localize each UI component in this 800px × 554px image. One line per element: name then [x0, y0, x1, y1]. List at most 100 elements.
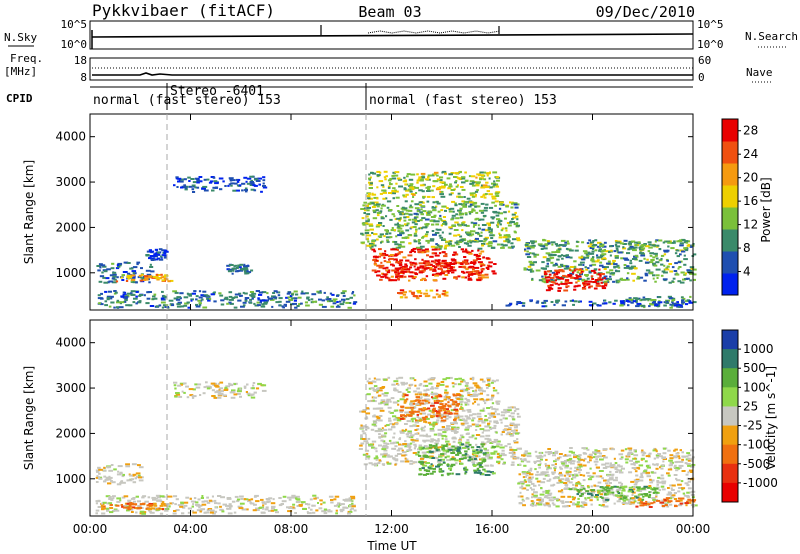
data-region-9: [395, 259, 497, 275]
data-cell: [496, 440, 501, 443]
data-cell: [461, 200, 465, 203]
data-cell: [462, 260, 467, 263]
data-cell: [487, 226, 491, 229]
data-cell: [196, 181, 200, 184]
data-cell: [586, 277, 590, 280]
data-cell: [173, 381, 178, 384]
data-cell: [218, 387, 224, 390]
data-cell: [607, 260, 611, 263]
data-cell: [424, 178, 430, 181]
data-cell: [454, 415, 459, 418]
data-cell: [692, 268, 697, 271]
data-cell: [149, 250, 155, 253]
data-cell: [437, 446, 440, 449]
data-cell: [488, 398, 493, 401]
data-cell: [523, 452, 528, 455]
data-cell: [494, 200, 499, 203]
data-cell: [342, 294, 346, 297]
data-cell: [669, 493, 673, 496]
data-cell: [442, 405, 447, 407]
data-cell: [549, 257, 553, 260]
data-cell: [389, 442, 395, 445]
data-cell: [417, 248, 421, 251]
data-cell: [465, 443, 469, 445]
data-cell: [535, 477, 539, 480]
data-cell: [427, 188, 431, 191]
data-cell: [460, 422, 465, 425]
freq-left-label-line2: [MHz]: [4, 65, 37, 78]
data-cell: [192, 181, 197, 184]
data-cell: [463, 468, 468, 471]
data-cell: [633, 483, 638, 486]
data-cell: [432, 296, 436, 299]
data-cell: [682, 239, 686, 242]
data-cell: [409, 271, 414, 274]
data-cell: [368, 187, 373, 189]
data-cell: [537, 243, 543, 246]
data-cell: [568, 268, 572, 271]
data-cell: [447, 401, 450, 404]
data-cell: [432, 201, 436, 204]
data-cell: [417, 239, 421, 241]
data-cell: [137, 276, 140, 279]
data-cell: [393, 387, 397, 390]
data-cell: [415, 230, 418, 233]
data-cell: [367, 193, 371, 195]
data-cell: [289, 295, 293, 297]
data-cell: [681, 470, 686, 472]
data-cell: [669, 503, 673, 506]
data-cell: [431, 439, 436, 442]
data-cell: [433, 423, 437, 425]
data-cell: [375, 455, 378, 458]
data-cell: [413, 240, 418, 243]
data-cell: [402, 395, 405, 398]
data-cell: [556, 299, 560, 302]
data-cell: [454, 221, 459, 224]
data-cell: [362, 432, 367, 435]
data-cell: [100, 504, 104, 507]
data-cell: [588, 300, 593, 303]
data-cell: [411, 277, 414, 279]
data-cell: [487, 380, 491, 383]
data-cell: [376, 214, 380, 217]
data-cell: [421, 251, 425, 254]
data-cell: [491, 445, 496, 448]
data-cell: [291, 494, 296, 497]
data-cell: [445, 294, 449, 297]
data-cell: [441, 426, 445, 428]
data-cell: [424, 250, 430, 253]
data-cell: [461, 454, 467, 457]
data-cell: [401, 454, 406, 457]
data-cell: [481, 457, 486, 460]
data-cell: [374, 259, 379, 262]
data-cell: [595, 475, 600, 478]
data-cell: [138, 476, 143, 479]
data-cell: [187, 507, 192, 510]
data-cell: [565, 254, 569, 257]
data-cell: [544, 243, 549, 246]
data-cell: [402, 272, 405, 275]
data-cell: [251, 292, 257, 295]
data-cell: [528, 260, 533, 263]
data-cell: [663, 249, 668, 252]
data-cell: [564, 501, 569, 503]
data-cell: [572, 474, 575, 477]
data-cell: [477, 385, 480, 388]
data-cell: [181, 390, 184, 393]
data-cell: [646, 501, 651, 504]
data-cell: [250, 269, 254, 272]
data-cell: [424, 398, 429, 401]
nsearch-noise: [367, 30, 501, 34]
data-cell: [529, 467, 533, 470]
data-cell: [311, 511, 316, 514]
data-cell: [201, 500, 205, 503]
data-cell: [317, 502, 319, 504]
data-cell: [175, 393, 181, 396]
data-cell: [454, 459, 459, 462]
data-cell: [510, 242, 514, 245]
data-cell: [502, 462, 506, 465]
data-cell: [373, 250, 377, 253]
data-cell: [399, 224, 405, 227]
data-cell: [603, 497, 609, 500]
data-cell: [401, 270, 407, 273]
